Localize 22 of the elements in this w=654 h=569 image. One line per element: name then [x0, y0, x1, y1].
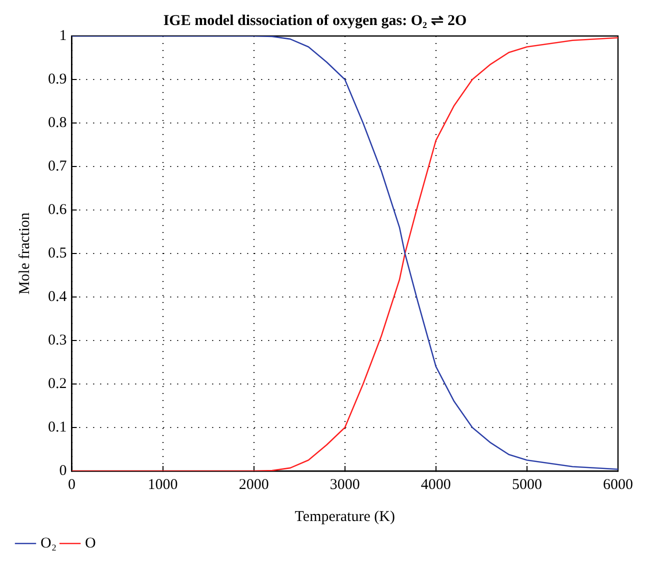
chart-title: IGE model dissociation of oxygen gas: O₂ ⇌ 2O — [163, 12, 467, 29]
x-tick-label: 4000 — [420, 476, 451, 493]
y-tick-label: 0.1 — [48, 419, 67, 436]
y-tick-label: 0.3 — [48, 332, 67, 348]
y-tick-label: 0.7 — [48, 158, 68, 174]
y-tick-label: 0.5 — [48, 245, 67, 262]
y-tick-label: 0.4 — [48, 288, 68, 305]
y-tick-label: 0.2 — [48, 376, 67, 392]
x-tick-label: 3000 — [330, 476, 360, 493]
y-tick-label: 0.9 — [48, 71, 67, 88]
x-tick-label: 5000 — [512, 476, 542, 493]
y-axis-title: Mole fraction — [16, 212, 33, 295]
y-tick-label: 0.6 — [48, 202, 68, 218]
x-tick-label: 1000 — [148, 476, 178, 493]
x-tick-label: 2000 — [238, 476, 269, 493]
y-tick-label: 0 — [59, 462, 67, 479]
y-tick-label: 1 — [59, 28, 67, 44]
x-axis-title: Temperature (K) — [294, 508, 395, 525]
legend-label: O — [85, 535, 96, 552]
x-tick-label: 6000 — [603, 476, 633, 493]
y-tick-label: 0.8 — [48, 114, 67, 131]
legend-label: O₂ — [40, 535, 57, 552]
